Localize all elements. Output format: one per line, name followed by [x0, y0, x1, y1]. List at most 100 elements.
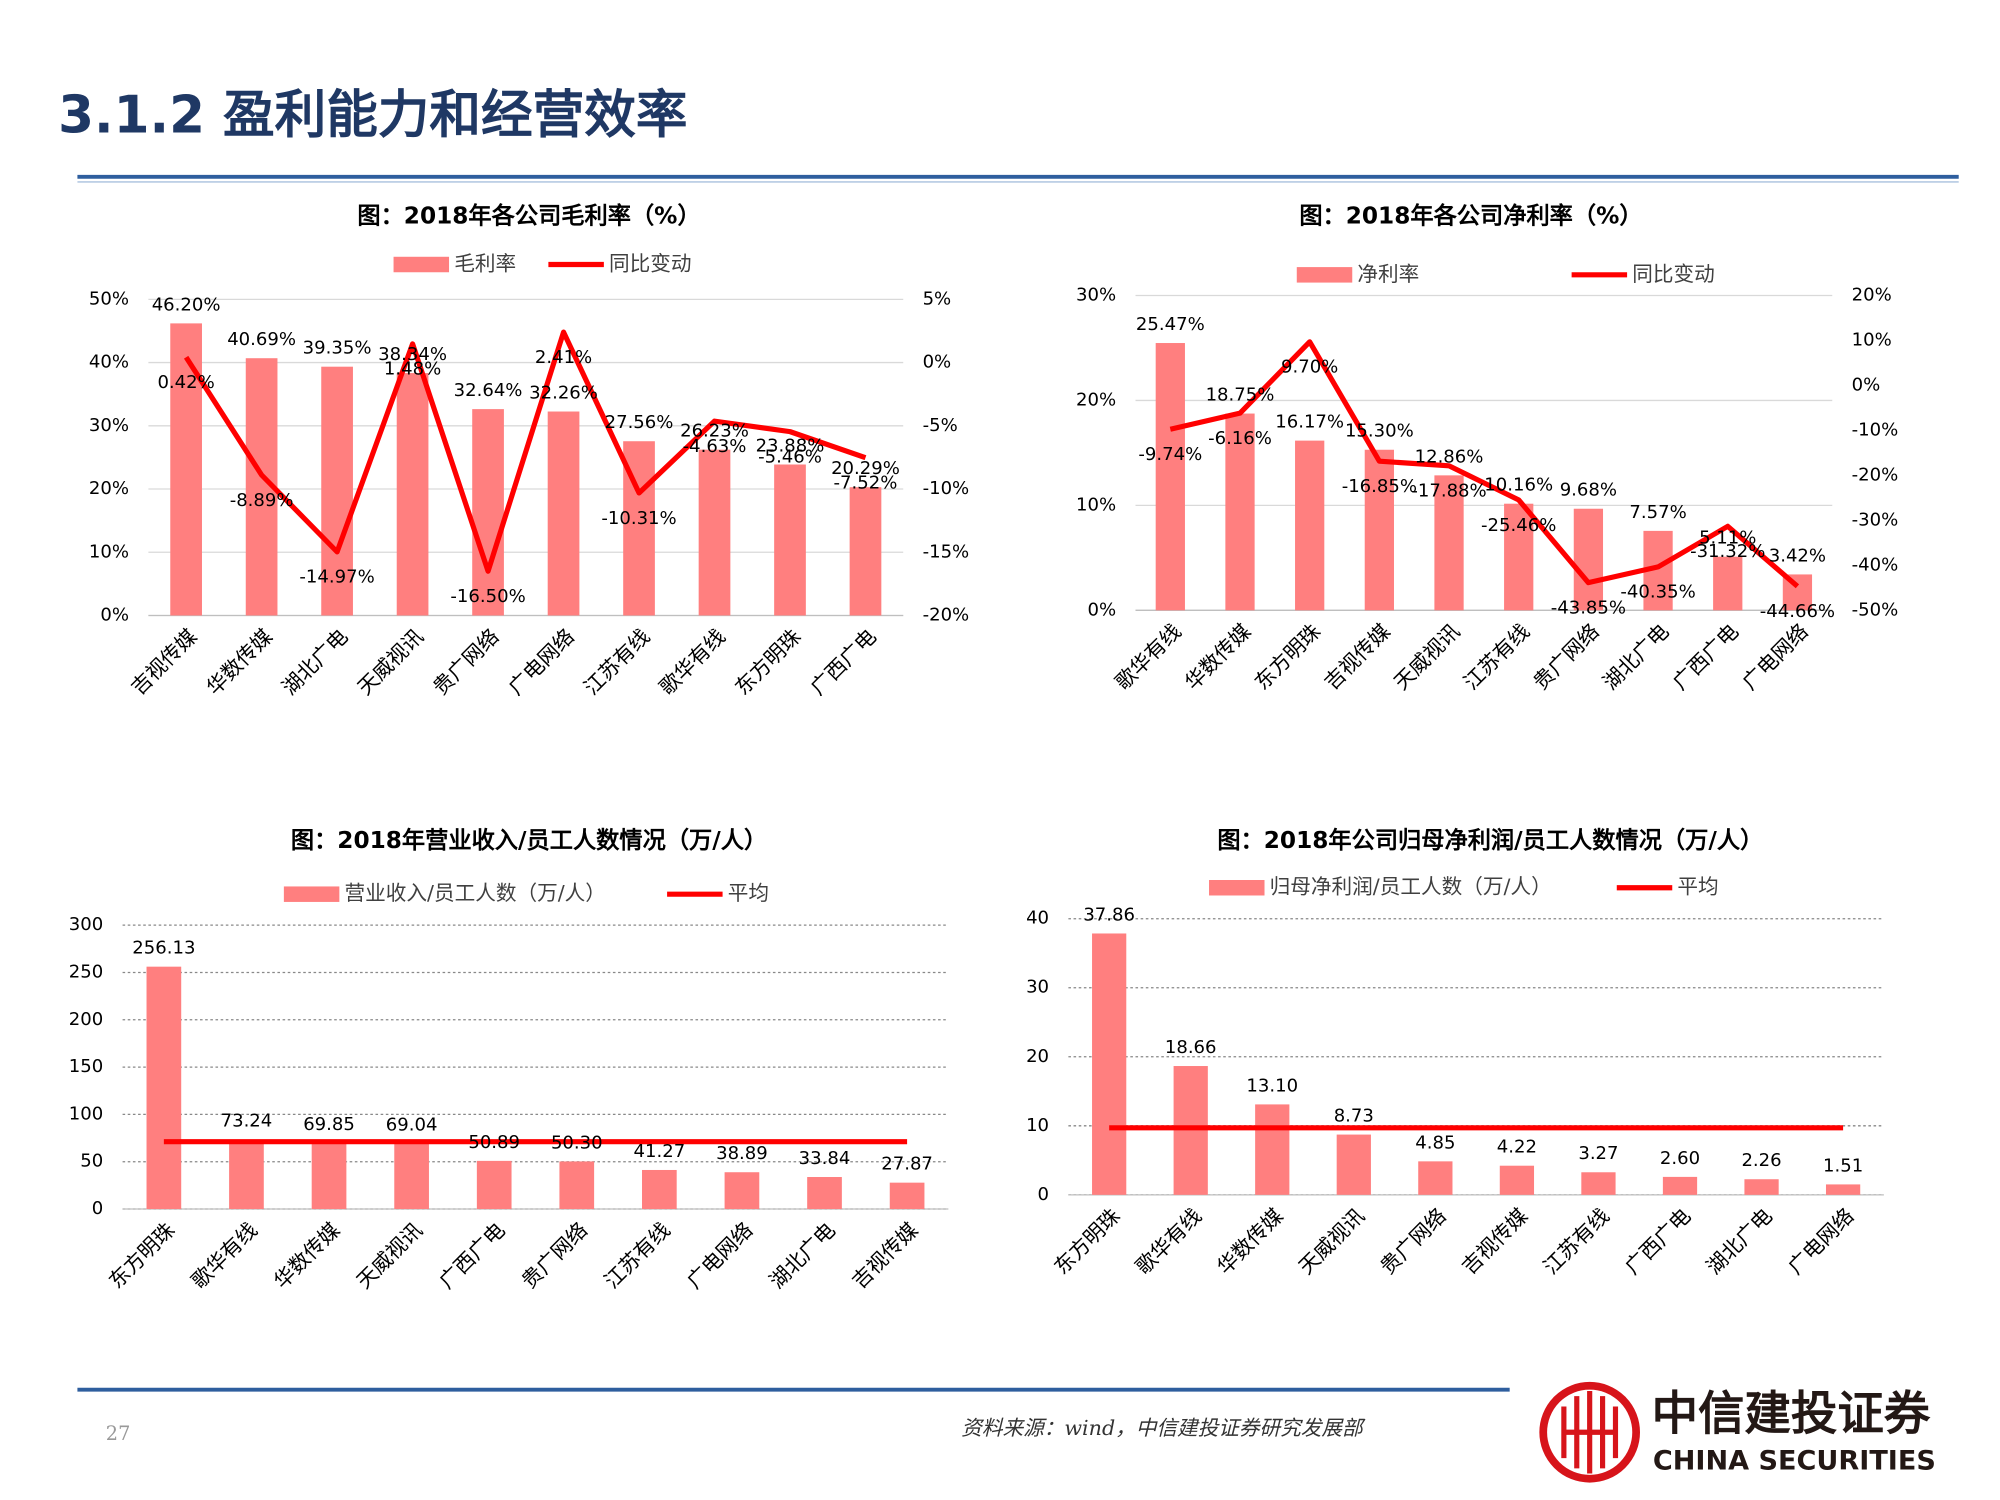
data-label: -6.16%	[1208, 428, 1272, 449]
legend-label: 平均	[728, 881, 769, 905]
data-label: 20.29%	[831, 458, 900, 479]
y-tick-label: 50	[80, 1151, 103, 1172]
y-tick-label: 200	[69, 1009, 103, 1030]
x-tick-label: 歌华有线	[187, 1218, 262, 1293]
legend-swatch	[393, 256, 450, 273]
bar	[394, 1143, 429, 1210]
data-label: 10.16%	[1484, 475, 1553, 496]
y-tick-label: 40	[1026, 908, 1049, 929]
bar	[724, 1172, 760, 1210]
data-label: 13.10	[1246, 1075, 1298, 1096]
logo-ring	[1539, 1381, 1640, 1483]
data-label: -25.46%	[1481, 515, 1556, 536]
data-label: 9.70%	[1281, 357, 1338, 378]
data-label: -16.85%	[1342, 476, 1417, 497]
bar	[698, 449, 731, 616]
logo-cn: 中信建投证券	[1652, 1386, 1931, 1440]
y-tick-label: 300	[69, 914, 103, 935]
bar	[1581, 1172, 1616, 1195]
source-note: 资料来源：wind，中信建投证券研究发展部	[961, 1416, 1366, 1440]
y2-tick-label: 0%	[923, 352, 952, 373]
x-tick-label: 东方明珠	[1049, 1203, 1125, 1279]
y-tick-label: 10%	[1076, 494, 1116, 515]
data-label: -17.88%	[1411, 481, 1486, 502]
x-tick-label: 吉视传媒	[1457, 1203, 1533, 1279]
data-label: 41.27	[634, 1141, 686, 1162]
y-tick-label: 0%	[100, 604, 129, 625]
data-label: 16.17%	[1275, 412, 1344, 433]
y-tick-label: 30	[1026, 977, 1049, 998]
x-tick-label: 歌华有线	[1111, 619, 1186, 694]
y2-tick-label: -20%	[1852, 464, 1899, 485]
data-label: 23.88%	[756, 435, 825, 456]
y-tick-label: 50%	[89, 288, 129, 309]
data-label: 4.22	[1497, 1137, 1537, 1158]
legend-label: 同比变动	[609, 252, 692, 276]
data-label: 39.35%	[303, 338, 372, 359]
y-tick-label: 100	[69, 1103, 103, 1124]
x-tick-label: 广西广电	[1620, 1204, 1695, 1279]
bar	[1504, 503, 1534, 611]
x-tick-label: 江苏有线	[1459, 619, 1534, 694]
bar	[774, 464, 806, 616]
y2-tick-label: -10%	[923, 478, 970, 499]
bar	[396, 373, 429, 616]
y-tick-label: 30%	[89, 415, 129, 436]
data-label: 73.24	[221, 1111, 273, 1132]
data-label: -14.97%	[299, 567, 374, 588]
data-label: 8.73	[1334, 1106, 1374, 1127]
y2-tick-label: -20%	[923, 604, 970, 625]
logo-mark	[1561, 1390, 1619, 1474]
y2-tick-label: 20%	[1852, 284, 1892, 305]
bar	[807, 1177, 842, 1210]
x-tick-label: 江苏有线	[579, 624, 654, 699]
x-tick-label: 江苏有线	[600, 1218, 675, 1293]
x-tick-label: 广电网络	[682, 1218, 757, 1293]
data-label: -44.66%	[1760, 601, 1835, 622]
y2-tick-label: 0%	[1852, 374, 1881, 395]
y-tick-label: 250	[69, 961, 103, 982]
y-tick-label: 10%	[89, 541, 129, 562]
chart-title: 图：2018年营业收入/员工人数情况（万/人）	[291, 827, 767, 854]
chart-title: 图：2018年公司归母净利润/员工人数情况（万/人）	[1217, 827, 1763, 854]
x-tick-label: 天威视讯	[352, 1218, 427, 1293]
data-label: 40.69%	[227, 329, 296, 350]
bar	[547, 411, 580, 616]
x-tick-label: 广电网络	[1783, 1204, 1858, 1279]
bar	[1573, 508, 1604, 611]
x-tick-label: 湖北广电	[1702, 1204, 1777, 1279]
data-label: 38.34%	[378, 344, 447, 365]
x-tick-label: 吉视传媒	[1320, 619, 1396, 695]
y2-tick-label: 5%	[923, 288, 952, 309]
x-tick-label: 吉视传媒	[847, 1218, 923, 1294]
data-label: 50.30	[551, 1132, 603, 1153]
x-tick-label: 天威视讯	[1389, 619, 1464, 694]
x-tick-label: 贵广网络	[517, 1218, 592, 1293]
bar	[1499, 1165, 1535, 1195]
x-tick-label: 湖北广电	[277, 624, 352, 699]
data-label: 7.57%	[1629, 502, 1686, 523]
legend-label: 同比变动	[1632, 262, 1715, 286]
data-label: -16.50%	[450, 586, 525, 607]
data-label: 46.20%	[152, 294, 221, 315]
data-label: 3.42%	[1769, 545, 1826, 566]
x-tick-label: 华数传媒	[1180, 619, 1256, 695]
x-tick-label: 广西广电	[434, 1218, 509, 1293]
x-tick-label: 广电网络	[504, 624, 579, 699]
x-tick-label: 贵广网络	[1376, 1204, 1451, 1279]
x-tick-label: 东方明珠	[1250, 619, 1326, 695]
bar	[476, 1160, 512, 1210]
legend-label: 归母净利润/员工人数（万/人）	[1270, 875, 1552, 899]
bar	[1418, 1161, 1453, 1195]
data-label: 2.26	[1741, 1150, 1781, 1171]
bar	[170, 323, 202, 616]
legend-label: 净利率	[1357, 262, 1419, 286]
y-tick-label: 20%	[89, 478, 129, 499]
data-label: 50.89	[468, 1132, 520, 1153]
data-label: 3.27	[1578, 1143, 1618, 1164]
data-label: -4.63%	[683, 436, 747, 457]
bar	[1155, 343, 1185, 611]
data-label: -40.35%	[1620, 582, 1695, 603]
data-label: 2.60	[1660, 1148, 1700, 1169]
